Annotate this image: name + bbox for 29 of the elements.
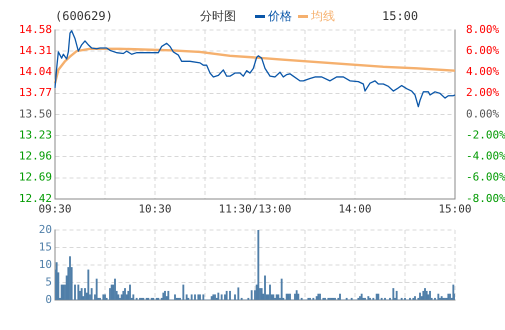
y-tick-label: 12.96 bbox=[18, 150, 52, 163]
y-tick-label: 12.69 bbox=[18, 170, 52, 184]
y-tick-label: 14.31 bbox=[18, 44, 52, 57]
y-tick-label: 15 bbox=[38, 240, 52, 254]
chart-subtitle: 分时图 bbox=[200, 8, 236, 25]
chart-title: (600629) bbox=[55, 9, 113, 23]
x-tick-label: 11:30/13:00 bbox=[218, 202, 292, 216]
y-tick-label: 14.04 bbox=[18, 65, 52, 78]
y2-tick-label: 0.00% bbox=[466, 107, 500, 120]
legend-label: 价格 bbox=[268, 8, 292, 25]
y2-tick-label: 6.00% bbox=[466, 44, 500, 57]
x-tick-label: 10:30 bbox=[138, 202, 172, 216]
y-tick-label: 13.50 bbox=[18, 107, 52, 120]
x-tick-label: 09:30 bbox=[38, 202, 72, 216]
text: 15:00 bbox=[382, 9, 418, 23]
y2-tick-label: 8.00% bbox=[466, 22, 500, 36]
y-tick-label: 0 bbox=[45, 292, 52, 306]
y-tick-label: 10 bbox=[38, 258, 52, 271]
y-tick-label: 14.58 bbox=[18, 22, 52, 36]
x-tick-label: 14:00 bbox=[338, 202, 372, 216]
y-tick-label: 13.77 bbox=[18, 86, 52, 100]
y-tick-label: 20 bbox=[38, 222, 52, 236]
y-tick-label: 13.23 bbox=[18, 128, 52, 142]
legend-label: 均线 bbox=[311, 8, 335, 25]
y2-tick-label: 2.00% bbox=[466, 86, 500, 100]
y2-tick-label: 4.00% bbox=[466, 65, 500, 78]
y-tick-label: 12.42 bbox=[18, 192, 52, 205]
y-tick-label: 5 bbox=[45, 275, 52, 288]
x-tick-label: 15:00 bbox=[438, 202, 472, 216]
